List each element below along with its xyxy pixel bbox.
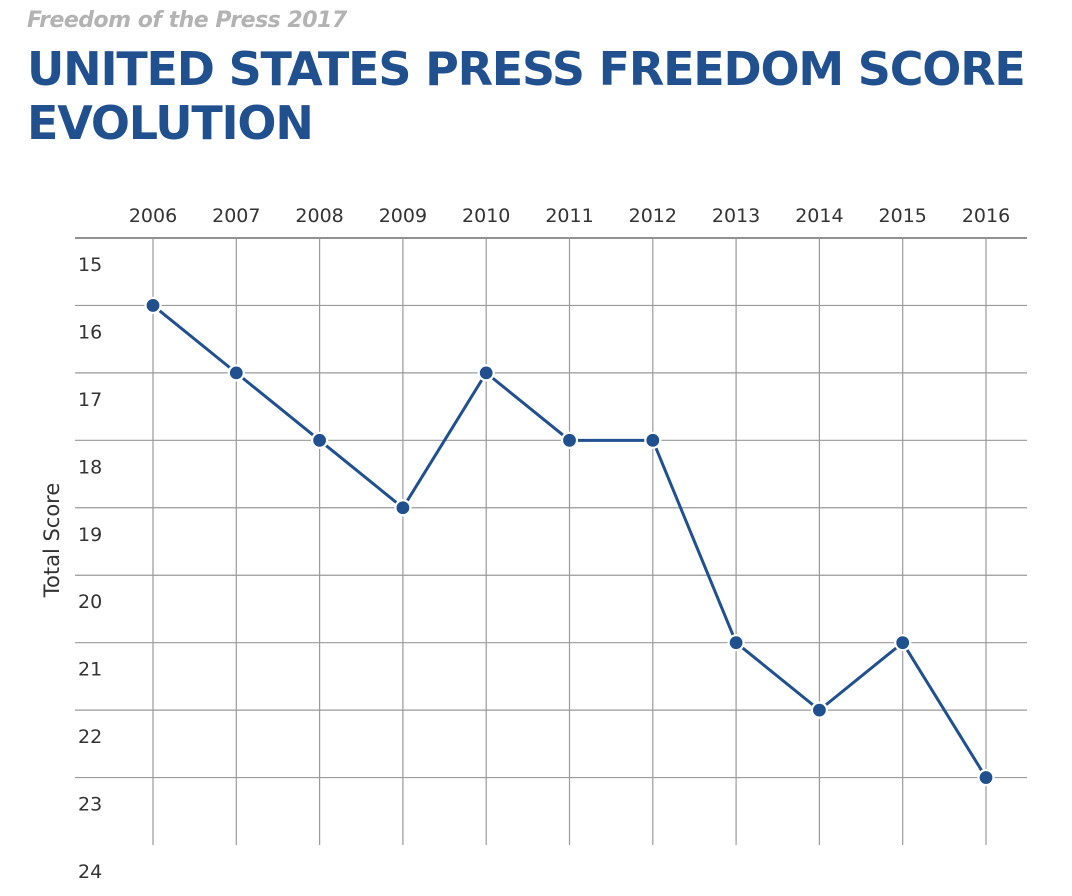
data-point-2007 — [227, 364, 245, 382]
grid — [75, 237, 1027, 845]
data-point-2016 — [977, 768, 995, 787]
y-tick-label-23: 23 — [78, 794, 102, 816]
data-point-2006 — [144, 296, 162, 315]
y-tick-label-18: 18 — [78, 456, 102, 478]
y-tick-label-20: 20 — [78, 591, 102, 613]
y-tick-label-17: 17 — [78, 389, 102, 411]
y-tick-label-19: 19 — [78, 524, 102, 546]
x-tick-label-2016: 2016 — [962, 205, 1010, 227]
x-tick-label-2014: 2014 — [795, 205, 843, 227]
x-axis-tick-labels: 2006 2007 2008 2009 2010 2011 2012 2013 2014 2015… — [129, 205, 1010, 227]
data-markers — [144, 296, 995, 787]
data-point-2012 — [644, 431, 662, 449]
x-tick-label-2008: 2008 — [295, 205, 343, 227]
y-axis-title: Total Score — [40, 483, 64, 599]
data-point-2013 — [727, 634, 745, 652]
data-point-2010 — [477, 364, 495, 382]
data-point-2008 — [311, 431, 329, 449]
data-point-2014 — [810, 701, 829, 719]
x-tick-label-2011: 2011 — [545, 205, 593, 227]
chart-title: UNITED STATES PRESS FREEDOM SCORE EVOLUT… — [27, 42, 1026, 150]
x-tick-label-2006: 2006 — [129, 205, 177, 227]
y-tick-label-15: 15 — [78, 254, 102, 276]
y-tick-label-24: 24 — [78, 861, 102, 883]
x-tick-label-2013: 2013 — [712, 205, 760, 227]
data-point-2011 — [560, 431, 579, 449]
x-tick-label-2010: 2010 — [462, 205, 510, 227]
data-point-2015 — [894, 634, 912, 652]
x-tick-label-2015: 2015 — [879, 205, 927, 227]
x-tick-label-2012: 2012 — [629, 205, 677, 227]
x-tick-label-2009: 2009 — [379, 205, 427, 227]
y-axis-tick-labels: 15 16 17 18 19 20 21 22 23 24 — [78, 254, 102, 883]
y-tick-label-21: 21 — [78, 659, 102, 681]
y-tick-label-16: 16 — [78, 321, 102, 343]
chart-subtitle: Freedom of the Press 2017 — [27, 8, 347, 33]
data-point-2009 — [394, 499, 412, 517]
x-tick-label-2007: 2007 — [212, 205, 260, 227]
y-tick-label-22: 22 — [78, 726, 102, 748]
